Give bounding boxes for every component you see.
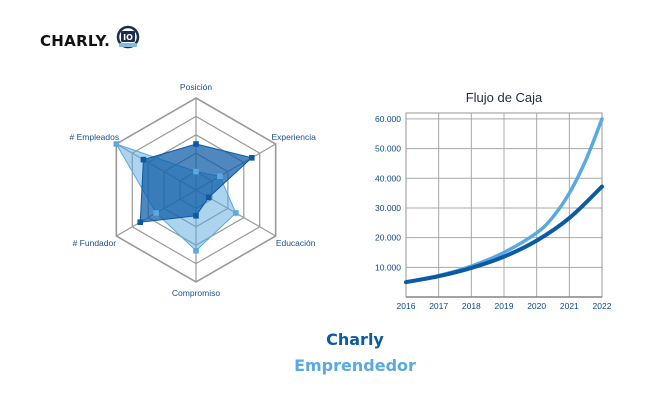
x-tick-label: 2019 (495, 301, 514, 311)
radar-axis-label: Compromiso (172, 288, 220, 298)
radar-point (233, 210, 239, 216)
x-tick-label: 2021 (560, 301, 579, 311)
radar-axis-label: Posición (180, 82, 212, 92)
logo-badge-icon: IO (116, 25, 140, 49)
x-tick-label: 2016 (397, 301, 416, 311)
radar-point (140, 156, 147, 163)
logo-text: CHARLY. (40, 32, 111, 50)
y-tick-label: 50.000 (375, 144, 401, 154)
radar-point (217, 173, 223, 179)
radar-point (193, 168, 199, 175)
x-tick-label: 2020 (527, 301, 546, 311)
logo: CHARLY. IO (40, 25, 140, 54)
x-tick-label: 2018 (462, 301, 481, 311)
radar-point (113, 141, 120, 147)
y-tick-label: 40.000 (375, 173, 401, 183)
y-tick-label: 20.000 (375, 233, 401, 243)
radar-point (153, 210, 159, 216)
radar-point (193, 212, 199, 219)
y-tick-label: 10.000 (375, 262, 401, 272)
x-tick-label: 2022 (593, 301, 612, 311)
logo-badge-text: IO (123, 33, 133, 42)
cash-flow-series-line (404, 184, 604, 285)
radar-point (193, 247, 199, 254)
y-tick-label: 30.000 (375, 203, 401, 213)
x-tick-label: 2017 (429, 301, 448, 311)
radar-point (248, 155, 255, 161)
radar-axis-label: # Empleados (70, 132, 120, 142)
radar-axis-label: # Fundador (73, 238, 117, 248)
y-tick-label: 60.000 (375, 114, 401, 124)
radar-point (193, 141, 199, 147)
chart-title: Flujo de Caja (466, 90, 543, 105)
radar-point (137, 219, 144, 225)
radar-axis-label: Experiencia (271, 132, 316, 142)
radar-axis-label: Educación (276, 238, 316, 248)
entrepreneur-role: Emprendedor (294, 356, 416, 375)
radar-point (205, 194, 212, 201)
entrepreneur-name: Charly (326, 330, 384, 349)
